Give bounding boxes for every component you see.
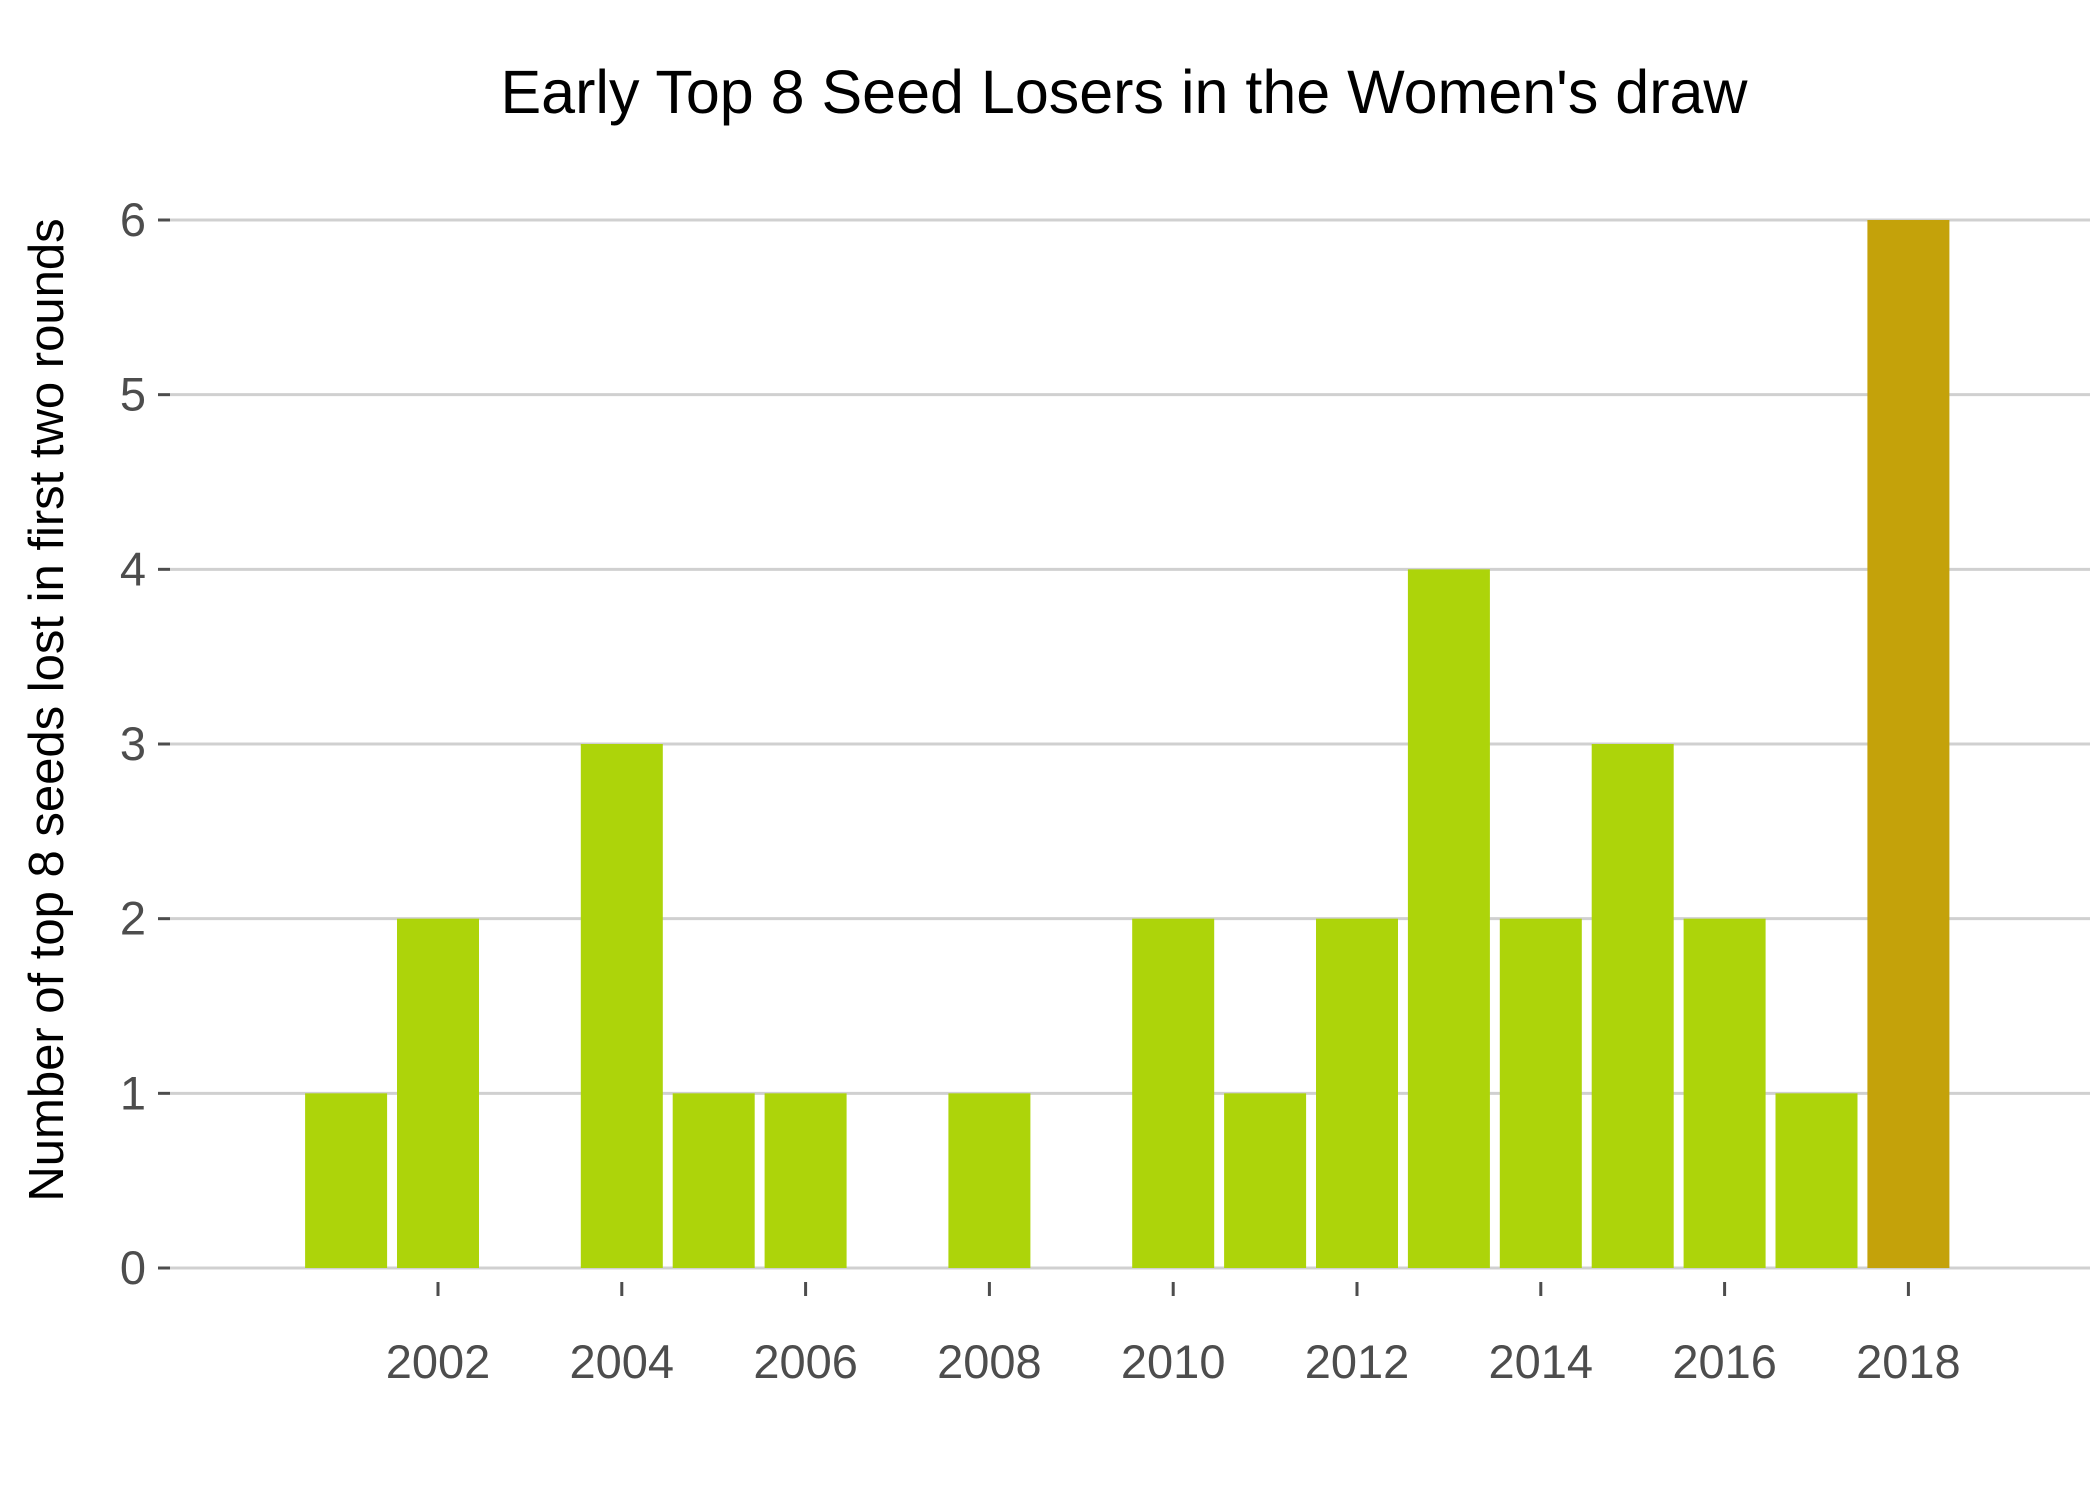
bar-2018 [1867, 220, 1950, 1268]
bar-2014 [1499, 918, 1582, 1268]
bar-2006 [764, 1093, 847, 1268]
y-tick-label: 4 [120, 542, 146, 595]
bar-2012 [1316, 918, 1398, 1268]
y-tick-label: 2 [120, 892, 146, 945]
bar-2010 [1132, 918, 1215, 1268]
bar-2013 [1407, 569, 1490, 1268]
bars [305, 220, 1950, 1268]
bar-2001 [305, 1093, 388, 1268]
x-tick-label: 2014 [1489, 1335, 1594, 1388]
y-tick-label: 5 [120, 368, 146, 421]
x-tick-label: 2008 [937, 1335, 1042, 1388]
y-tick-label: 1 [120, 1066, 146, 1119]
y-tick-label: 0 [120, 1241, 146, 1294]
x-axis-ticks: 2002 2004 2006 2008 2010 2012 2014 2016 2018 [386, 1282, 1961, 1388]
x-tick-label: 2010 [1121, 1335, 1226, 1388]
bar-2011 [1224, 1093, 1307, 1268]
chart-title: Early Top 8 Seed Losers in the Women's d… [501, 58, 1749, 126]
bar-2005 [672, 1093, 755, 1268]
y-tick-label: 3 [120, 717, 146, 770]
x-tick-label: 2006 [753, 1335, 858, 1388]
bar-2004 [580, 744, 663, 1268]
bar-2002 [397, 918, 479, 1268]
bar-2015 [1591, 744, 1674, 1268]
x-tick-label: 2018 [1856, 1335, 1961, 1388]
y-axis-label: Number of top 8 seeds lost in first two … [20, 218, 74, 1201]
bar-2008 [948, 1093, 1031, 1268]
gridlines [170, 218, 2090, 1270]
x-tick-label: 2004 [570, 1335, 675, 1388]
y-tick-label: 6 [120, 193, 146, 246]
bar-2017 [1775, 1093, 1858, 1268]
x-tick-label: 2002 [386, 1335, 491, 1388]
x-tick-label: 2012 [1305, 1335, 1410, 1388]
x-tick-label: 2016 [1672, 1335, 1777, 1388]
bar-2016 [1683, 918, 1766, 1268]
y-axis-ticks: 0 1 2 3 4 5 6 [120, 193, 170, 1294]
